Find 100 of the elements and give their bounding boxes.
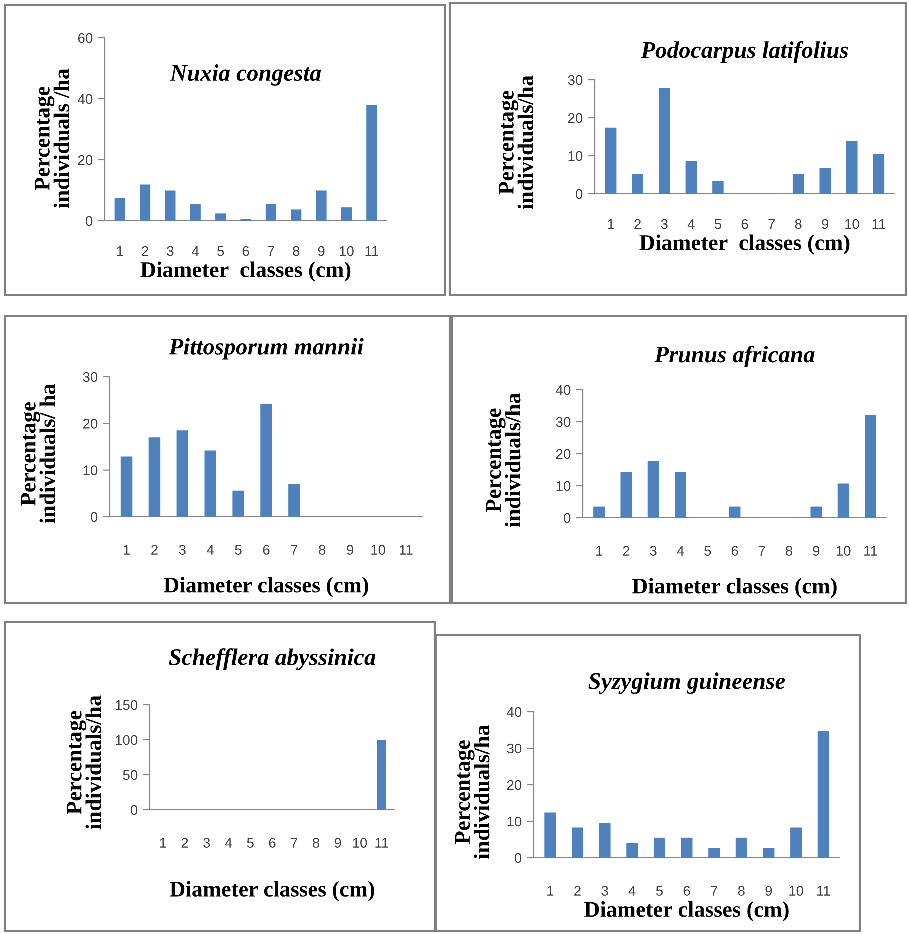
bar (675, 472, 686, 518)
bar (266, 204, 276, 221)
x-tick-label: 7 (711, 886, 718, 896)
x-tick-label: 1 (160, 838, 166, 848)
bar (681, 838, 693, 858)
x-tick-label: 9 (813, 546, 820, 556)
x-tick-label: 1 (117, 246, 124, 256)
y-tick-label: 0 (564, 513, 571, 524)
x-tick-label: 1 (124, 545, 130, 555)
bar (865, 415, 876, 518)
bar (165, 190, 176, 221)
x-tick-label: 9 (334, 838, 342, 848)
x-tick-label: 11 (400, 545, 413, 555)
x-tick-label: 10 (353, 838, 368, 848)
bar (341, 208, 352, 221)
bar (712, 181, 724, 194)
bar (572, 828, 584, 858)
y-axis-title: Percentage individuals/ha (486, 393, 521, 528)
bar (846, 141, 858, 194)
x-tick-label: 2 (152, 545, 158, 555)
bar (190, 204, 201, 221)
bar (736, 838, 748, 858)
x-axis-title: Diameter classes (cm) (584, 902, 789, 922)
x-tick-label: 5 (656, 886, 663, 896)
y-tick-label: 0 (576, 189, 583, 200)
y-tick-label: 20 (556, 449, 571, 460)
bar (594, 506, 605, 518)
x-tick-label: 7 (758, 546, 766, 556)
x-tick-label: 10 (340, 246, 354, 256)
bar (120, 456, 133, 517)
x-tick-label: 4 (688, 220, 695, 230)
y-tick-label: 40 (78, 94, 93, 104)
x-tick-label: 2 (182, 838, 188, 848)
bar (316, 190, 327, 221)
x-tick-label: 7 (291, 838, 298, 848)
bar (818, 731, 830, 858)
bar (686, 160, 698, 194)
bar (626, 843, 638, 858)
bar (204, 450, 216, 517)
bar (873, 154, 885, 194)
y-tick-label: 30 (556, 417, 571, 428)
x-tick-label: 11 (366, 246, 378, 256)
bar (708, 848, 720, 858)
x-tick-label: 11 (817, 886, 830, 896)
y-axis-title: Percentage individuals/ ha (21, 384, 56, 524)
y-tick-label: 0 (91, 512, 98, 522)
x-tick-label: 8 (786, 546, 793, 556)
bar (820, 168, 831, 194)
y-tick-label: 100 (116, 735, 138, 746)
bar (810, 506, 822, 518)
x-tick-label: 9 (318, 246, 325, 256)
y-tick-label: 10 (84, 466, 98, 476)
x-tick-label: 9 (347, 545, 354, 555)
text: Nuxia congesta (170, 64, 322, 86)
x-axis-title: Diameter classes (cm) (140, 262, 351, 282)
y-axis-title: Percentage individuals/ha (455, 725, 490, 860)
y-tick-label: 50 (123, 770, 138, 780)
x-tick-label: 10 (845, 219, 860, 230)
bar (792, 174, 804, 194)
chart-title: Prunus africana (654, 346, 815, 368)
y-tick-label: 10 (568, 151, 583, 162)
x-tick-label: 3 (661, 219, 668, 230)
x-tick-label: 3 (167, 246, 174, 256)
x-tick-label: 10 (836, 546, 851, 556)
x-tick-label: 8 (738, 886, 745, 896)
bar (114, 198, 126, 221)
x-tick-label: 5 (247, 838, 254, 848)
chart-title: Pittosporum mannii (169, 338, 364, 360)
chart-title: Syzygium guineense (588, 672, 786, 694)
y-tick-label: 20 (507, 780, 522, 790)
x-tick-label: 11 (864, 546, 878, 556)
bar (544, 812, 556, 858)
y-tick-label: 0 (131, 805, 138, 816)
y-tick-label: 30 (507, 744, 522, 754)
bar (659, 88, 670, 194)
y-tick-label: 40 (507, 707, 522, 718)
bar (232, 490, 244, 517)
x-tick-label: 4 (628, 886, 636, 896)
bar (599, 822, 611, 858)
x-tick-label: 8 (319, 545, 326, 555)
x-tick-label: 2 (142, 246, 148, 256)
y-axis-title: Percentage individuals/ha (67, 696, 102, 830)
x-tick-label: 4 (677, 546, 684, 556)
bar (288, 484, 300, 517)
x-tick-label: 6 (684, 886, 690, 896)
x-tick-label: 4 (225, 838, 232, 848)
y-tick-label: 0 (86, 216, 93, 226)
y-tick-label: 20 (568, 113, 583, 124)
bar (366, 105, 378, 221)
y-tick-label: 150 (116, 700, 138, 710)
y-tick-label: 20 (83, 419, 98, 429)
x-tick-label: 6 (742, 219, 748, 230)
y-tick-label: 30 (568, 75, 583, 86)
x-tick-label: 10 (372, 545, 386, 555)
y-tick-label: 10 (556, 481, 571, 492)
bar (729, 506, 741, 518)
bar (654, 838, 666, 858)
x-tick-label: 8 (293, 246, 300, 256)
y-tick-label: 0 (515, 853, 522, 864)
y-axis-title: Percentage individuals/ha (499, 76, 534, 210)
